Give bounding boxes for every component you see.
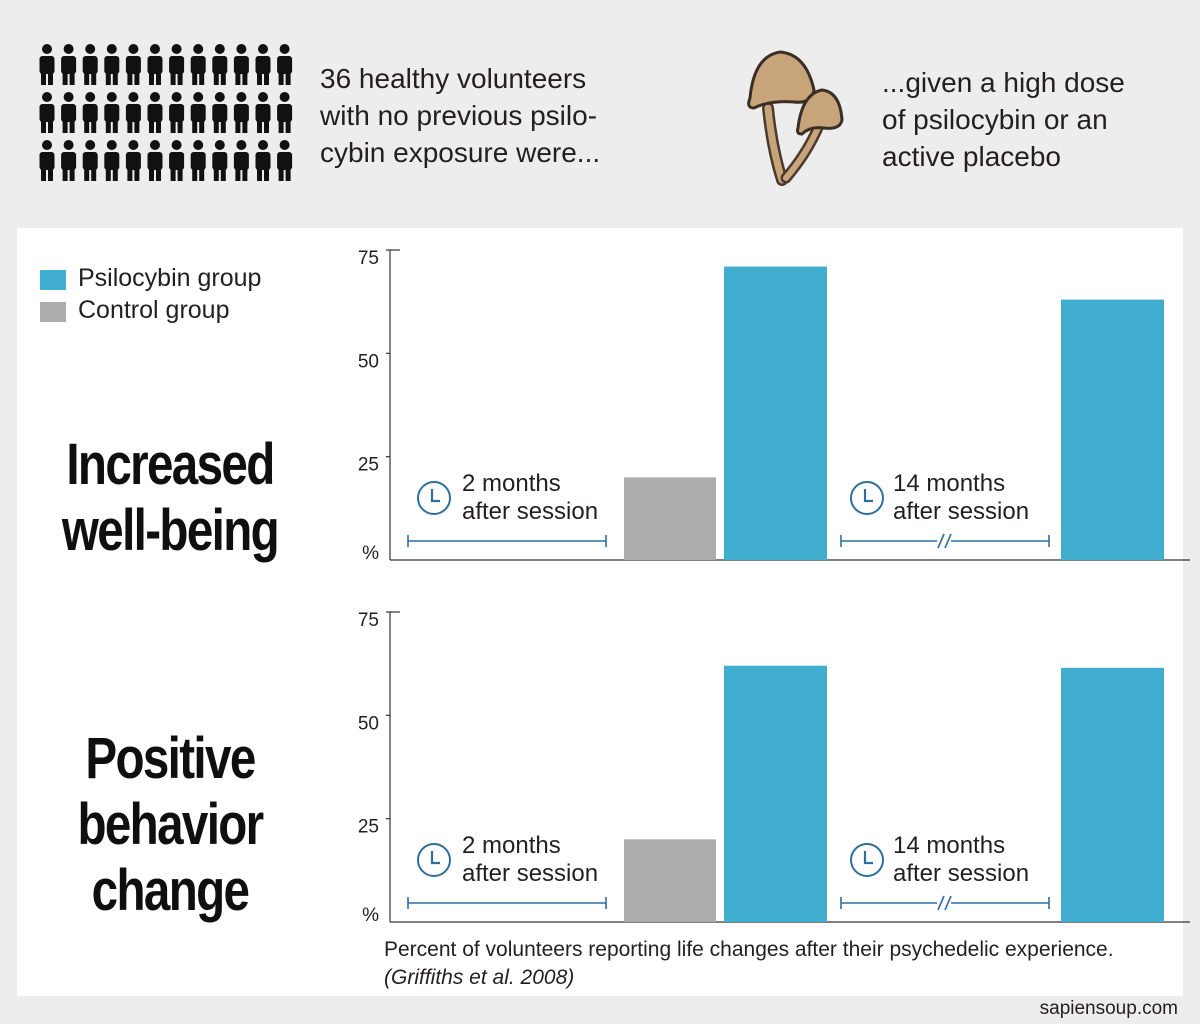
timepoint-label-1-line-1: 2 months <box>462 470 561 497</box>
person-icon <box>169 92 185 133</box>
legend-swatch-psilocybin <box>40 270 66 290</box>
clock-icon <box>850 481 884 515</box>
person-icon <box>169 44 185 85</box>
person-icon <box>212 44 228 85</box>
timepoint-label-1-line-2: after session <box>462 860 598 887</box>
person-icon <box>190 140 206 181</box>
intro-text: 36 healthy volunteers with no previous p… <box>320 60 650 171</box>
person-icon <box>147 140 163 181</box>
person-icon <box>39 44 55 85</box>
bar-psilocybin-1 <box>724 266 827 560</box>
dose-line-1: ...given a high dose <box>882 67 1125 98</box>
axis-break-icon <box>937 533 952 549</box>
person-icon <box>104 44 120 85</box>
time-bracket <box>407 897 607 909</box>
legend-label-control: Control group <box>78 296 230 324</box>
timepoint-label-2-line-1: 14 months <box>893 470 1005 497</box>
person-icon <box>104 92 120 133</box>
person-icon <box>82 92 98 133</box>
person-icon <box>125 44 141 85</box>
person-icon <box>169 140 185 181</box>
people-grid <box>39 44 293 181</box>
person-icon <box>39 92 55 133</box>
time-bracket <box>407 535 607 547</box>
timepoint-label-2-line-2: after session <box>893 860 1029 887</box>
person-icon <box>255 44 271 85</box>
person-icon <box>212 92 228 133</box>
person-icon <box>255 140 271 181</box>
bar-psilocybin-2 <box>1061 299 1164 560</box>
person-icon <box>147 44 163 85</box>
caption-citation: (Griffiths et al. 2008) <box>384 966 575 989</box>
caption-main: Percent of volunteers reporting life cha… <box>384 938 1114 961</box>
y-tick-label: 75 <box>358 610 379 631</box>
clock-icon <box>417 481 451 515</box>
intro-band: 36 healthy volunteers with no previous p… <box>0 0 1200 228</box>
footer-credit: sapiensoup.com <box>1039 998 1178 1019</box>
legend-label-psilocybin: Psilocybin group <box>78 264 262 292</box>
person-icon <box>190 92 206 133</box>
person-icon <box>125 92 141 133</box>
caption: Percent of volunteers reporting life cha… <box>384 936 1184 992</box>
timepoint-label-2-line-1: 14 months <box>893 832 1005 859</box>
intro-line-2: with no previous psilo- <box>320 100 598 131</box>
row-title-behavior-line-1: Positive <box>85 726 256 791</box>
clock-icon <box>417 843 451 877</box>
bar-psilocybin-1 <box>724 665 827 922</box>
row-title-wellbeing-line-2: well-being <box>61 498 280 563</box>
row-title-wellbeing: Increased well-being <box>31 432 310 564</box>
person-icon <box>61 44 77 85</box>
y-tick-label: 50 <box>358 713 379 734</box>
person-icon <box>233 140 249 181</box>
row-title-behavior-line-3: change <box>91 858 250 923</box>
person-icon <box>61 140 77 181</box>
person-icon <box>277 92 293 133</box>
person-icon <box>277 44 293 85</box>
person-icon <box>212 140 228 181</box>
dose-text: ...given a high dose of psilocybin or an… <box>882 64 1182 175</box>
timepoint-label-1-line-1: 2 months <box>462 832 561 859</box>
intro-line-3: cybin exposure were... <box>320 137 601 168</box>
person-icon <box>82 140 98 181</box>
bar-control-1 <box>624 477 716 560</box>
y-tick-label: 25 <box>358 817 379 838</box>
y-tick-label: 75 <box>358 248 379 269</box>
person-icon <box>147 92 163 133</box>
y-tick-label: % <box>362 905 379 926</box>
dose-line-3: active placebo <box>882 141 1062 172</box>
person-icon <box>190 44 206 85</box>
person-icon <box>61 92 77 133</box>
row-title-behavior-line-2: behavior <box>77 792 264 857</box>
y-tick-label: % <box>362 543 379 564</box>
person-icon <box>255 92 271 133</box>
row-title-wellbeing-line-1: Increased <box>66 432 275 497</box>
mushroom-icon <box>747 50 844 186</box>
clock-icon <box>850 843 884 877</box>
person-icon <box>104 140 120 181</box>
y-tick-label: 50 <box>358 351 379 372</box>
dose-line-2: of psilocybin or an <box>882 104 1108 135</box>
person-icon <box>233 44 249 85</box>
axis-break-icon <box>937 895 952 911</box>
person-icon <box>82 44 98 85</box>
intro-line-1: 36 healthy volunteers <box>320 63 587 94</box>
legend-swatch-control <box>40 302 66 322</box>
bar-control-1 <box>624 839 716 922</box>
person-icon <box>39 140 55 181</box>
chart-panel <box>17 228 1183 996</box>
row-title-behavior: Positive behavior change <box>31 726 310 924</box>
person-icon <box>125 140 141 181</box>
y-tick-label: 25 <box>358 455 379 476</box>
timepoint-label-2-line-2: after session <box>893 498 1029 525</box>
timepoint-label-1-line-2: after session <box>462 498 598 525</box>
person-icon <box>233 92 249 133</box>
person-icon <box>277 140 293 181</box>
bar-psilocybin-2 <box>1061 667 1164 922</box>
